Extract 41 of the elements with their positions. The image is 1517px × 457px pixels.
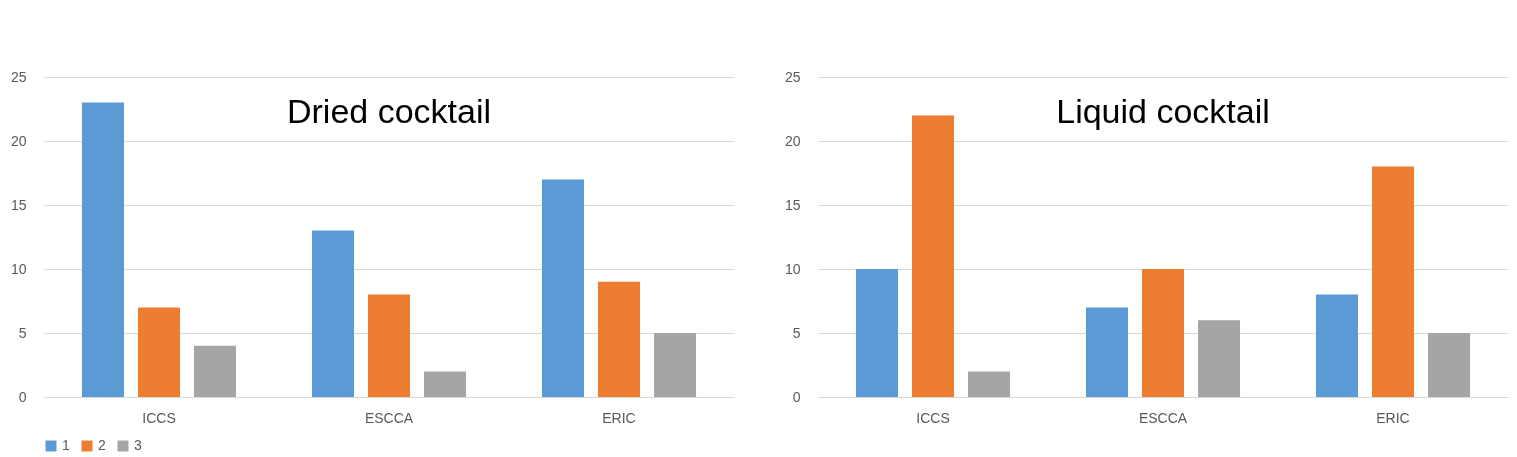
legend-label: 2 xyxy=(98,437,106,453)
x-tick-label: ERIC xyxy=(602,409,636,426)
x-tick-label: ICCS xyxy=(142,409,176,426)
bar xyxy=(654,333,697,397)
x-tick-label: ESCCA xyxy=(364,409,414,426)
y-tick-label: 15 xyxy=(784,196,801,213)
bar xyxy=(311,230,354,397)
bar xyxy=(1141,269,1185,397)
x-tick-label: ICCS xyxy=(916,409,950,426)
x-tick-label: ERIC xyxy=(1376,409,1410,426)
bar xyxy=(1371,166,1415,397)
y-tick-label: 25 xyxy=(10,68,27,85)
y-tick-label: 0 xyxy=(18,388,27,405)
bar xyxy=(541,179,584,397)
bar xyxy=(911,115,955,397)
y-tick-label: 10 xyxy=(10,260,27,277)
bar xyxy=(1085,307,1128,397)
bar xyxy=(968,371,1011,397)
y-tick-label: 5 xyxy=(18,324,27,341)
y-tick-label: 5 xyxy=(792,324,801,341)
bar xyxy=(137,307,181,397)
bar xyxy=(81,102,124,397)
chart-title: Dried cocktail xyxy=(286,92,492,130)
y-tick-label: 10 xyxy=(784,260,801,277)
legend-label: 3 xyxy=(134,437,142,453)
x-tick-label: ESCCA xyxy=(1138,409,1188,426)
y-tick-label: 25 xyxy=(784,68,801,85)
y-tick-label: 15 xyxy=(10,196,27,213)
bar xyxy=(1198,320,1241,397)
legend-label: 1 xyxy=(62,437,70,453)
bar xyxy=(1315,294,1358,397)
y-tick-label: 20 xyxy=(10,132,27,149)
bar xyxy=(424,371,467,397)
y-tick-label: 0 xyxy=(792,388,801,405)
bar xyxy=(855,269,898,397)
chart-title: Liquid cocktail xyxy=(1056,92,1270,130)
bar xyxy=(194,345,237,397)
y-tick-label: 20 xyxy=(784,132,801,149)
bar xyxy=(1428,333,1471,397)
bar xyxy=(367,294,411,397)
bar xyxy=(597,281,641,397)
